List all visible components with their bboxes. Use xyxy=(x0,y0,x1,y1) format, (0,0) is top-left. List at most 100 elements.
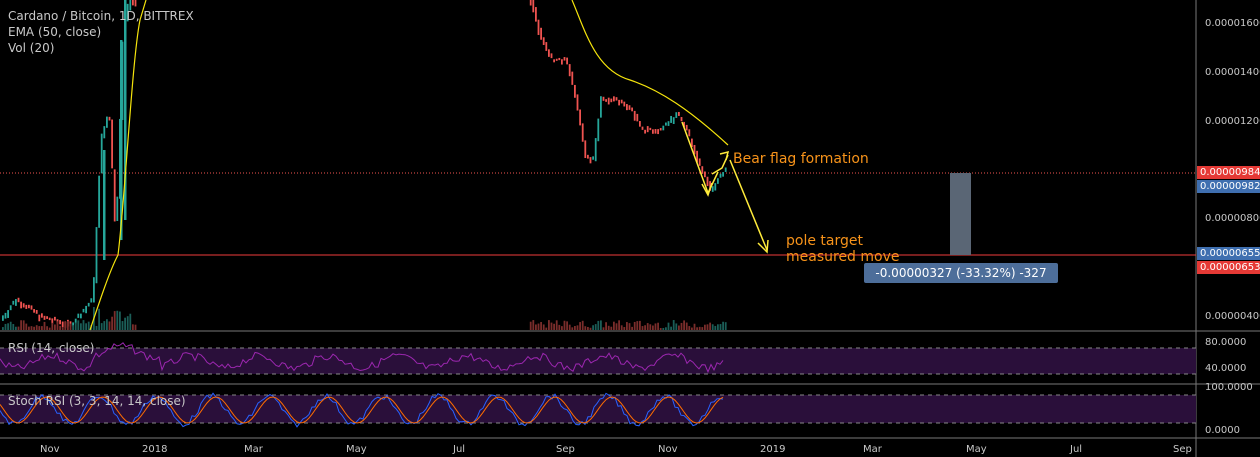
candle xyxy=(696,150,698,163)
x-tick-sep: Sep xyxy=(556,444,575,455)
volume-bar xyxy=(51,322,54,330)
volume-bar xyxy=(613,321,615,330)
volume-bar xyxy=(7,323,9,330)
candle xyxy=(576,94,579,111)
y-tick-400: 0.00000400 xyxy=(1205,311,1260,322)
volume-bar xyxy=(542,324,545,330)
volume-bar xyxy=(615,323,618,330)
volume-bar xyxy=(28,326,30,330)
candle xyxy=(709,181,711,191)
candle xyxy=(691,138,693,148)
candle xyxy=(566,57,568,65)
stoch-tick-0: 0.0000 xyxy=(1205,425,1240,436)
volume-bar xyxy=(574,325,576,330)
ema-price-tag: 0.00000982 xyxy=(1197,180,1260,193)
candle xyxy=(592,156,594,160)
candle xyxy=(688,129,691,137)
volume-bar xyxy=(620,325,623,330)
volume-bar xyxy=(667,322,670,330)
pole-target-line2: measured move xyxy=(786,249,900,265)
stoch-title[interactable]: Stoch RSI (3, 3, 14, 14, close) xyxy=(8,394,186,408)
y-tick-800: 0.00000800 xyxy=(1205,213,1260,224)
candle xyxy=(98,175,100,228)
candle xyxy=(22,303,25,308)
volume-bar xyxy=(678,325,680,330)
candle xyxy=(548,49,550,57)
candle xyxy=(116,196,119,222)
volume-bar xyxy=(95,325,98,330)
rsi-title[interactable]: RSI (14, close) xyxy=(8,341,95,355)
candle xyxy=(678,111,680,116)
volume-bar xyxy=(665,327,667,330)
volume-bar xyxy=(654,323,657,330)
candle xyxy=(74,318,77,324)
volume-bar xyxy=(61,326,64,330)
candle xyxy=(610,98,613,103)
volume-bar xyxy=(532,320,535,330)
candle xyxy=(675,112,678,118)
volume-bar xyxy=(537,323,540,330)
vol-legend[interactable]: Vol (20) xyxy=(8,41,55,55)
bear-flag-label[interactable]: Bear flag formation xyxy=(733,151,869,167)
candle xyxy=(693,144,696,155)
candle xyxy=(100,133,103,174)
volume-bar xyxy=(618,320,620,330)
candle xyxy=(654,129,657,134)
candle xyxy=(532,0,535,13)
candle xyxy=(587,154,589,159)
candle xyxy=(535,7,537,22)
volume-bar xyxy=(701,327,704,330)
volume-bar xyxy=(74,322,77,330)
volume-bar xyxy=(722,321,724,330)
candle xyxy=(38,314,41,322)
volume-bar xyxy=(607,325,610,330)
candle xyxy=(4,312,7,319)
volume-bar xyxy=(683,320,685,330)
volume-bar xyxy=(589,327,592,330)
stoch-tick-100: 100.0000 xyxy=(1205,382,1253,393)
volume-bar xyxy=(80,323,82,330)
candle xyxy=(589,157,592,164)
candle xyxy=(644,129,646,134)
volume-bar xyxy=(67,321,69,330)
volume-bar xyxy=(2,327,4,330)
volume-bar xyxy=(675,323,678,330)
candle xyxy=(46,316,48,319)
volume-bar xyxy=(568,324,571,330)
volume-bar xyxy=(54,324,56,330)
candle xyxy=(30,305,33,310)
volume-bar xyxy=(535,324,537,330)
measure-rectangle[interactable] xyxy=(950,173,971,255)
pole-target-label[interactable]: pole target measured move xyxy=(786,233,900,265)
volume-bar xyxy=(724,322,727,330)
volume-bar xyxy=(636,321,639,330)
volume-bar xyxy=(714,325,717,330)
measure-readout[interactable]: -0.00000327 (-33.32%) -327 xyxy=(864,263,1058,283)
volume-bar xyxy=(119,311,121,330)
candle xyxy=(714,183,717,191)
candle xyxy=(711,186,714,192)
volume-bar xyxy=(592,325,594,330)
volume-bar xyxy=(662,327,665,330)
volume-bar xyxy=(43,321,46,330)
candle xyxy=(672,117,675,124)
y-tick-1400: 0.00001400 xyxy=(1205,67,1260,78)
volume-bar xyxy=(553,323,555,330)
candle xyxy=(602,96,605,101)
candle xyxy=(529,0,532,6)
volume-bar xyxy=(33,326,35,330)
volume-bar xyxy=(25,323,28,330)
candle xyxy=(665,122,667,126)
ema-legend[interactable]: EMA (50, close) xyxy=(8,25,102,39)
symbol-title[interactable]: Cardano / Bitcoin, 1D, BITTREX xyxy=(8,9,194,23)
candle xyxy=(87,302,90,307)
volume-bar xyxy=(121,321,124,330)
candle xyxy=(134,0,137,7)
candle xyxy=(717,178,719,184)
volume-bar xyxy=(576,325,579,330)
candle xyxy=(113,169,116,222)
candle xyxy=(103,150,106,260)
volume-bar xyxy=(529,321,532,330)
volume-bar xyxy=(600,320,602,330)
candle xyxy=(553,59,555,63)
